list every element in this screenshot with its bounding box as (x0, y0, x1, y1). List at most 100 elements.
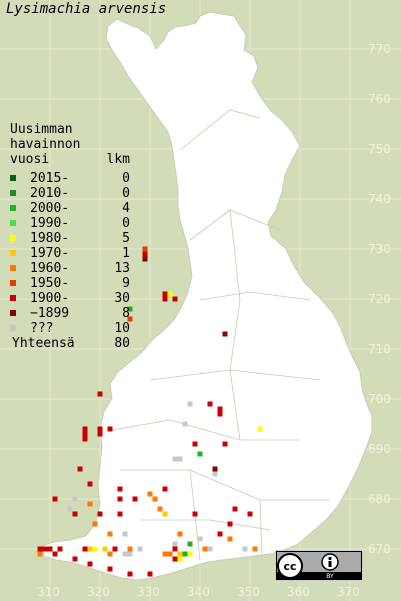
observation-square (142, 251, 148, 257)
observation-square (207, 401, 213, 407)
legend-label: −1899 (30, 306, 70, 321)
observation-square (222, 441, 228, 447)
legend-label: 1960- (30, 261, 70, 276)
observation-square (37, 546, 43, 552)
observation-square (147, 491, 153, 497)
legend-total-label: Yhteensä (12, 336, 75, 351)
observation-square (172, 541, 178, 547)
legend-swatch (10, 295, 16, 301)
observation-square (127, 306, 133, 312)
observation-square (207, 546, 213, 552)
legend-count: 30 (114, 291, 130, 306)
observation-square (172, 556, 178, 562)
observation-square (217, 531, 223, 537)
legend-row: 1950- 9 (10, 276, 130, 291)
x-tick-label: 360 (287, 585, 310, 599)
observation-square (92, 546, 98, 552)
observation-square (217, 406, 223, 412)
legend-row: 1960- 13 (10, 261, 130, 276)
observation-square (87, 561, 93, 567)
legend-total-count: 80 (114, 336, 130, 351)
y-tick-label: 720 (368, 292, 391, 306)
observation-square (97, 391, 103, 397)
observation-square (52, 551, 58, 557)
observation-square (212, 471, 218, 477)
legend-swatch (10, 220, 16, 226)
legend-row: 1980- 5 (10, 231, 130, 246)
observation-square (137, 546, 143, 552)
x-tick-label: 370 (337, 585, 360, 599)
legend-row: 2000- 4 (10, 201, 130, 216)
y-tick-label: 710 (368, 342, 391, 356)
observation-square (187, 401, 193, 407)
x-tick-label: 310 (37, 585, 60, 599)
observation-square (202, 546, 208, 552)
observation-square (117, 511, 123, 517)
legend-swatch (10, 310, 16, 316)
observation-square (162, 551, 168, 557)
observation-square (107, 531, 113, 537)
observation-square (87, 546, 93, 552)
legend-row: ??? 10 (10, 321, 130, 336)
observation-square (197, 536, 203, 542)
observation-square (72, 496, 78, 502)
cc-by-label: BY (326, 573, 334, 580)
observation-square (227, 521, 233, 527)
legend-count: 10 (114, 321, 130, 336)
x-tick-label: 320 (87, 585, 110, 599)
observation-square (127, 571, 133, 577)
x-tick-label: 340 (187, 585, 210, 599)
observation-square (167, 551, 173, 557)
observation-square (47, 546, 53, 552)
observation-square (172, 546, 178, 552)
observation-square (152, 496, 158, 502)
legend-label: 2000- (30, 201, 70, 216)
observation-square (97, 431, 103, 437)
observation-square (42, 546, 48, 552)
observation-square (92, 521, 98, 527)
legend-count: 5 (122, 231, 130, 246)
y-tick-label: 670 (368, 542, 391, 556)
legend-count: 13 (114, 261, 130, 276)
cc-logo-text: cc (283, 560, 296, 573)
legend-label: 1900- (30, 291, 70, 306)
legend-swatch (10, 250, 16, 256)
legend-swatch (10, 175, 16, 181)
legend-count: 9 (122, 276, 130, 291)
observation-square (127, 551, 133, 557)
observation-square (127, 546, 133, 552)
legend-swatch (10, 190, 16, 196)
legend-swatch (10, 265, 16, 271)
observation-square (172, 456, 178, 462)
observation-square (82, 546, 88, 552)
observation-square (227, 536, 233, 542)
observation-square (232, 506, 238, 512)
legend-swatch (10, 280, 16, 286)
legend-count: 0 (122, 171, 130, 186)
legend-label: 1950- (30, 276, 70, 291)
legend-count: 8 (122, 306, 130, 321)
observation-square (132, 496, 138, 502)
observation-square (67, 506, 73, 512)
y-tick-label: 680 (368, 492, 391, 506)
observation-square (192, 441, 198, 447)
legend-count: 4 (122, 201, 130, 216)
observation-square (162, 296, 168, 302)
legend-label: ??? (30, 321, 54, 336)
observation-square (222, 331, 228, 337)
observation-square (57, 546, 63, 552)
observation-square (257, 426, 263, 432)
legend-header-3: vuosi lkm (10, 152, 130, 167)
observation-square (107, 566, 113, 572)
y-tick-label: 690 (368, 442, 391, 456)
legend-swatch (10, 325, 16, 331)
observation-square (172, 296, 178, 302)
observation-square (117, 496, 123, 502)
observation-square (82, 426, 88, 432)
observation-square (177, 531, 183, 537)
observation-square (177, 456, 183, 462)
observation-square (122, 531, 128, 537)
observation-square (187, 541, 193, 547)
legend-row: 2010- 0 (10, 186, 130, 201)
